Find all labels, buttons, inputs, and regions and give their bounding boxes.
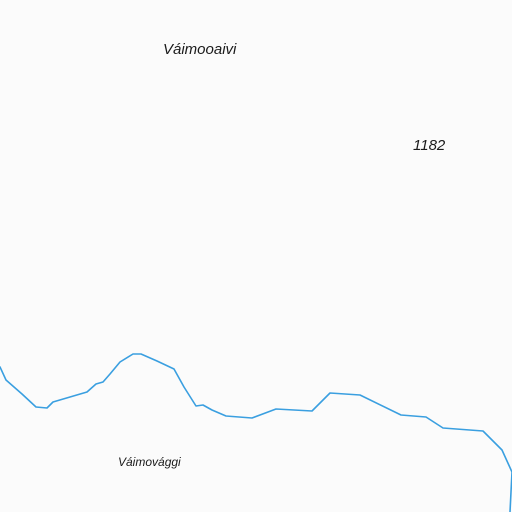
valley-name-label: Váimovággi [118, 455, 181, 469]
elevation-label: 1182 [413, 137, 446, 154]
stream-line [0, 353, 512, 512]
peak-name-label: Váimooaivi [163, 41, 237, 58]
